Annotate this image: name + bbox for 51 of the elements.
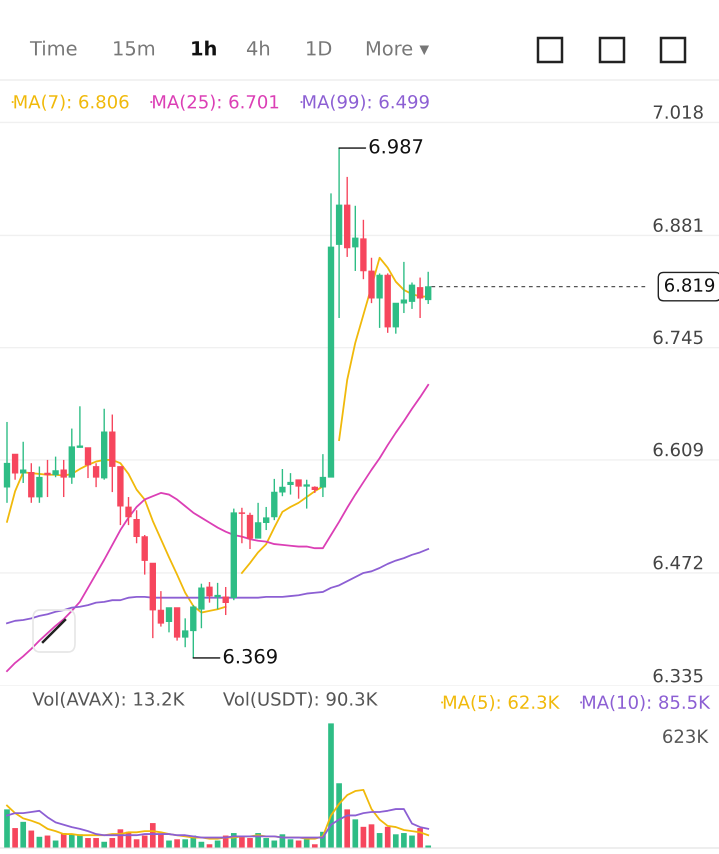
bar	[263, 838, 270, 848]
text: 1h	[192, 40, 216, 56]
bar	[36, 836, 42, 848]
text: Time	[30, 40, 77, 56]
bar	[352, 819, 358, 848]
bar	[384, 826, 391, 848]
bar	[109, 838, 116, 848]
legend-label: MA(5): 62.3K	[444, 695, 560, 712]
bar	[328, 723, 334, 848]
bar	[344, 809, 350, 848]
bar	[392, 834, 399, 848]
y-tick-label: 6.472	[654, 556, 702, 570]
text: 623K	[663, 729, 709, 744]
text: 15m	[114, 41, 154, 56]
legend-label: MA(10): 85.5K	[582, 695, 710, 712]
bar	[376, 833, 382, 848]
legend-label: MA(7): 6.806	[14, 94, 129, 111]
bar	[12, 828, 18, 848]
ref-line-label: 6.819	[664, 278, 714, 292]
text: More ▾	[366, 41, 430, 56]
bar	[296, 840, 302, 848]
bar	[20, 822, 26, 848]
bar	[368, 824, 374, 848]
bar	[214, 840, 220, 848]
bar	[271, 840, 278, 848]
legend-label: MA(25): 6.701	[153, 94, 278, 111]
bar	[409, 836, 415, 848]
y-tick-label: 6.745	[654, 330, 702, 344]
bar	[288, 839, 294, 848]
text: Vol(AVAX): 13.2K	[32, 692, 185, 708]
annotation: 6.987	[370, 138, 422, 154]
text: 1D	[307, 41, 332, 56]
y-tick-label: 6.609	[654, 442, 703, 456]
bar	[52, 840, 58, 848]
bar	[28, 830, 34, 848]
legend-label: MA(99): 6.499	[303, 94, 429, 111]
bar	[93, 838, 99, 848]
text: Vol(USDT): 90.3K	[223, 692, 378, 708]
bar	[142, 836, 148, 848]
bar	[360, 826, 366, 848]
bar	[4, 809, 10, 848]
bar	[44, 836, 50, 848]
y-tick-label: 7.018	[654, 105, 703, 119]
text: 4h	[246, 40, 270, 56]
bar	[166, 840, 172, 848]
y-tick-label: 6.881	[654, 218, 702, 232]
annotation: 6.369	[224, 648, 277, 664]
bar	[401, 833, 407, 848]
y-tick-label: 6.335	[654, 668, 702, 682]
bar	[247, 838, 253, 848]
bar	[85, 838, 91, 848]
